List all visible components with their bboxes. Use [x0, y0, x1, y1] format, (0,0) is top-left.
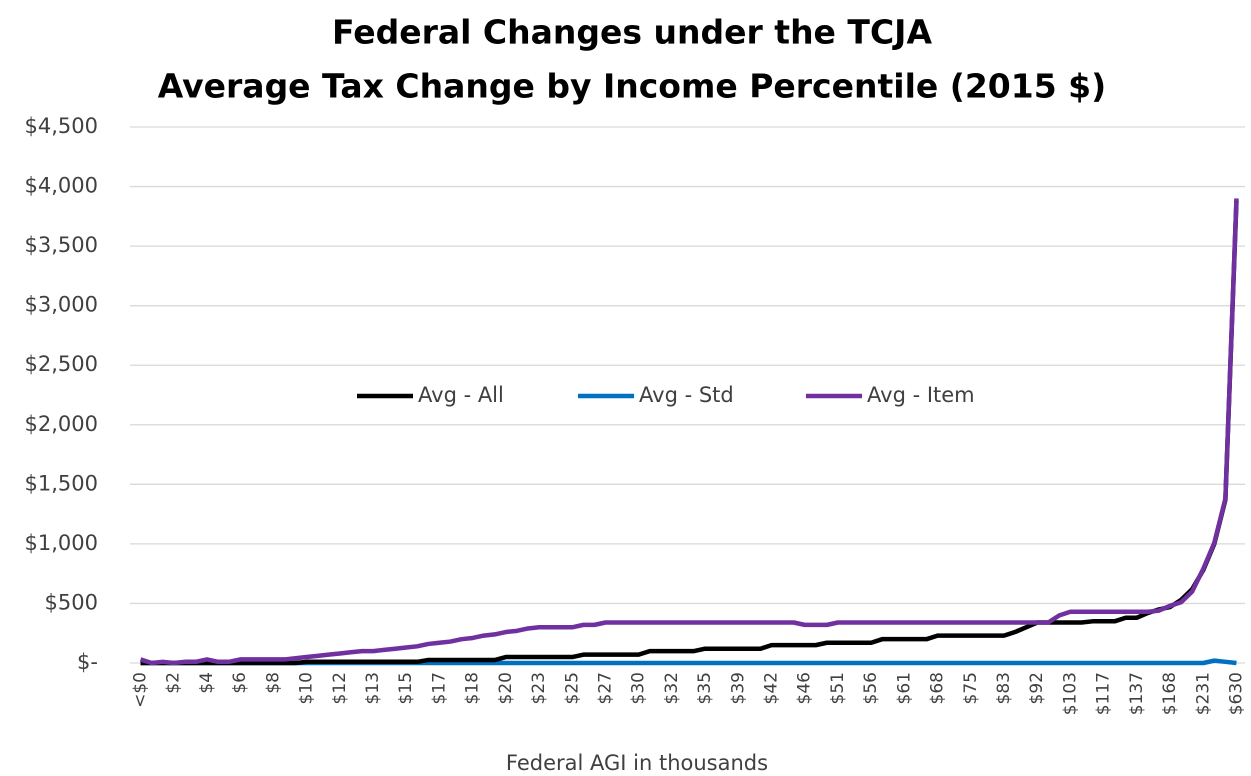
y-tick-label: $1,500 — [25, 471, 98, 495]
x-tick-label: $23 — [529, 672, 549, 704]
x-tick-label: $8 — [263, 672, 283, 694]
x-tick-label: $83 — [994, 672, 1014, 704]
y-tick-label: $500 — [45, 590, 98, 614]
x-tick-label: $15 — [396, 672, 416, 704]
line-series — [140, 200, 1239, 666]
x-tick-label: $103 — [1060, 672, 1080, 715]
x-tick-label: <$0 — [131, 672, 151, 708]
x-tick-label: $42 — [762, 672, 782, 704]
x-tick-label: $92 — [1027, 672, 1047, 704]
x-tick-label: $4 — [197, 672, 217, 694]
x-tick-label: $35 — [695, 672, 715, 704]
x-tick-label: $10 — [297, 672, 317, 704]
x-tick-label: $168 — [1160, 672, 1180, 715]
y-tick-label: $4,500 — [25, 114, 98, 138]
x-tick-label: $61 — [894, 672, 914, 704]
chart-title: Federal Changes under the TCJA — [332, 13, 932, 52]
y-tick-label: $4,000 — [25, 174, 98, 198]
x-tick-label: $12 — [330, 672, 350, 704]
y-tick-label: $3,000 — [25, 293, 98, 317]
line-series — [139, 198, 1239, 666]
legend-label: Avg - Std — [639, 383, 734, 407]
x-tick-label: $25 — [562, 672, 582, 704]
x-tick-label: $46 — [795, 672, 815, 704]
y-tick-label: $2,500 — [25, 352, 98, 376]
x-axis-title: Federal AGI in thousands — [506, 751, 768, 775]
y-tick-label: $3,500 — [25, 233, 98, 257]
x-tick-label: $231 — [1193, 672, 1213, 715]
x-tick-label: $137 — [1127, 672, 1147, 715]
legend-label: Avg - All — [418, 383, 504, 407]
x-tick-label: $27 — [595, 672, 615, 704]
y-tick-label: $- — [77, 650, 98, 674]
x-tick-label: $51 — [828, 672, 848, 704]
x-tick-label: $30 — [629, 672, 649, 704]
x-tick-label: $32 — [662, 672, 682, 704]
y-tick-label: $2,000 — [25, 412, 98, 436]
y-tick-label: $1,000 — [25, 531, 98, 555]
x-tick-label: $630 — [1226, 672, 1246, 715]
x-tick-label: $39 — [728, 672, 748, 704]
legend-label: Avg - Item — [867, 383, 975, 407]
x-tick-label: $2 — [164, 672, 184, 694]
x-tick-label: $75 — [961, 672, 981, 704]
x-tick-label: $18 — [463, 672, 483, 704]
x-tick-label: $17 — [429, 672, 449, 704]
x-tick-label: $6 — [230, 672, 250, 694]
x-tick-label: $68 — [928, 672, 948, 704]
x-tick-label: $56 — [861, 672, 881, 704]
x-tick-label: $13 — [363, 672, 383, 704]
x-tick-label: $20 — [496, 672, 516, 704]
chart-subtitle: Average Tax Change by Income Percentile … — [158, 67, 1106, 106]
x-tick-label: $117 — [1094, 672, 1114, 715]
